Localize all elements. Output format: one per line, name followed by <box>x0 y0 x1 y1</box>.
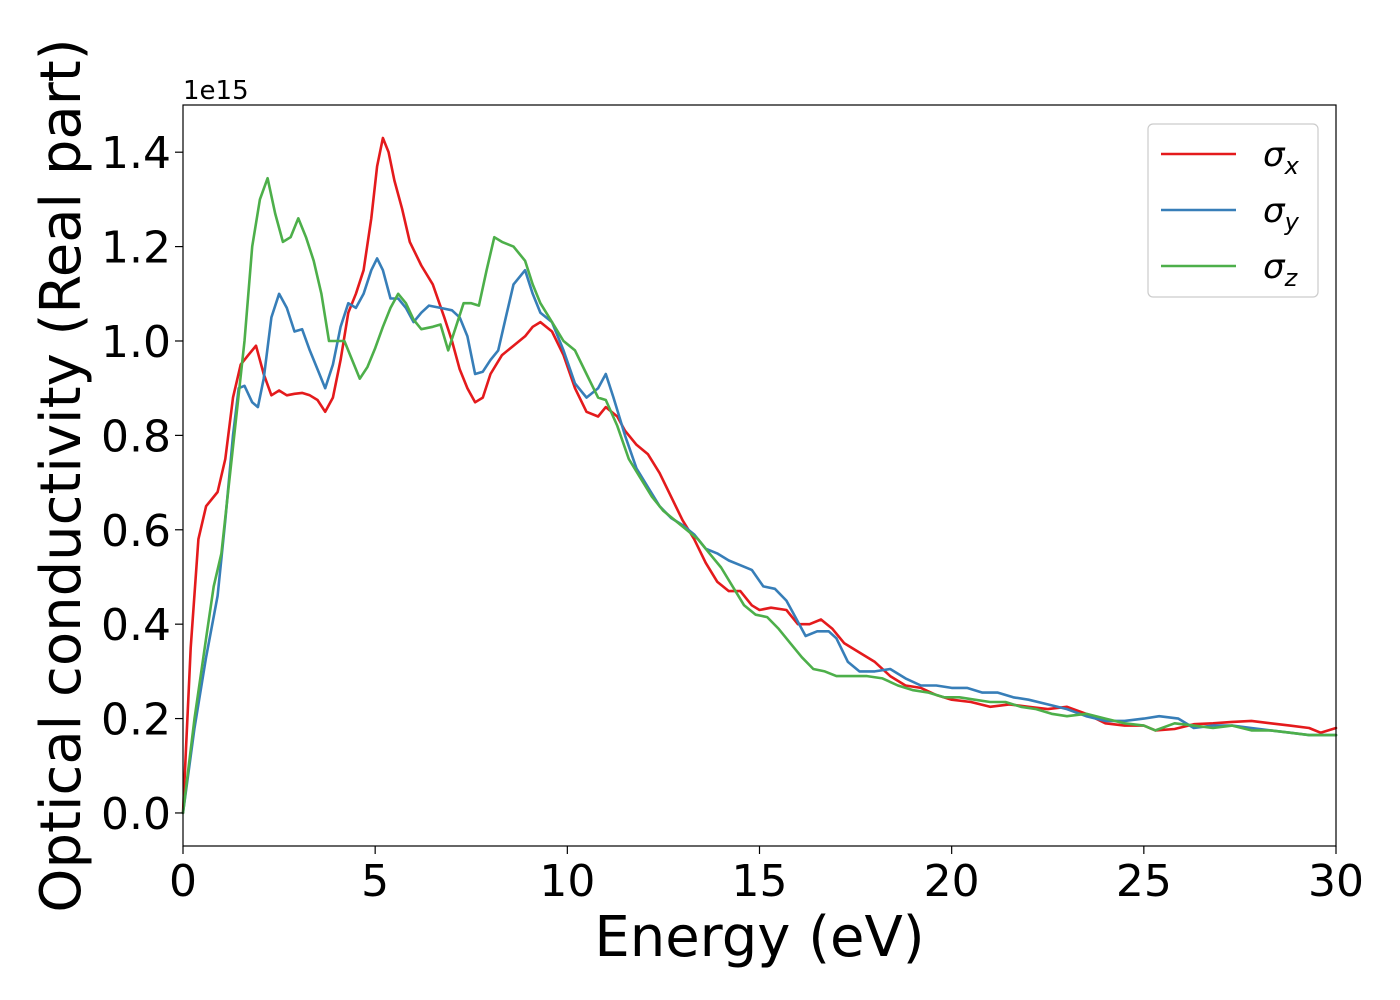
series-line-z <box>181 176 1338 815</box>
x-axis-label: Energy (eV) <box>594 905 924 970</box>
x-tick-label: 15 <box>732 856 788 907</box>
y-offset-text: 1e15 <box>183 76 249 106</box>
y-tick-label: 1.2 <box>101 223 171 274</box>
y-tick-label: 0.2 <box>101 695 171 746</box>
y-tick-label: 1.4 <box>101 128 171 179</box>
y-tick-label: 0.6 <box>101 506 171 557</box>
series-line-y <box>181 257 1338 815</box>
series-layer <box>181 136 1338 815</box>
x-tick-label: 5 <box>361 856 389 907</box>
x-axis: 0 5 10 15 20 25 30 <box>169 846 1364 907</box>
y-tick-label: 0.4 <box>101 600 171 651</box>
x-tick-label: 20 <box>924 856 980 907</box>
x-tick-label: 0 <box>169 856 197 907</box>
y-tick-label: 0.0 <box>101 789 171 840</box>
legend-label-z: σz <box>1263 247 1299 292</box>
legend-label-y: σy <box>1263 191 1300 236</box>
y-axis-label: Optical conductivity (Real part) <box>29 38 94 912</box>
y-tick-label: 0.8 <box>101 411 171 462</box>
series-line-x <box>181 136 1338 815</box>
y-axis: 0.0 0.2 0.4 0.6 0.8 1.0 1.2 1.4 <box>101 128 183 840</box>
x-tick-label: 10 <box>539 856 595 907</box>
x-tick-label: 25 <box>1116 856 1172 907</box>
legend: σx σy σz <box>1147 123 1319 298</box>
x-tick-label: 30 <box>1308 856 1364 907</box>
y-tick-label: 1.0 <box>101 317 171 368</box>
legend-label-x: σx <box>1263 135 1300 180</box>
